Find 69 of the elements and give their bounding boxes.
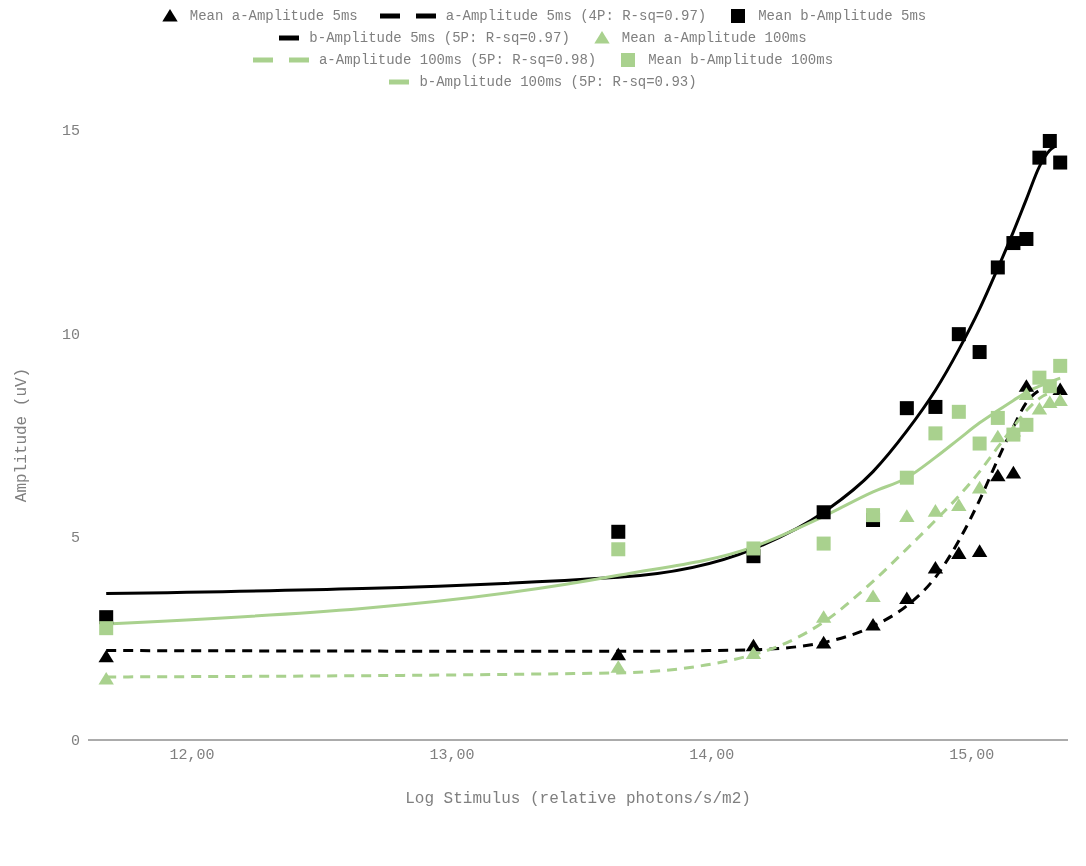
x-tick-label: 15,00 (949, 746, 995, 764)
point (1052, 393, 1068, 407)
point (816, 505, 831, 520)
point (1042, 379, 1057, 394)
legend-label: Mean b-Amplitude 100ms (648, 52, 834, 68)
y-tick-label: 15 (61, 123, 80, 141)
point (990, 468, 1006, 482)
point (899, 591, 915, 605)
point (1053, 155, 1068, 170)
point (971, 480, 988, 494)
point (1006, 236, 1021, 251)
y-tick-label: 0 (70, 733, 80, 751)
y-tick-label: 5 (70, 529, 80, 547)
point (865, 589, 881, 603)
point (1042, 133, 1057, 148)
point (610, 647, 626, 661)
point (899, 401, 914, 416)
point (815, 610, 832, 623)
legend-label: Mean b-Amplitude 5ms (758, 8, 927, 24)
point (1018, 387, 1035, 400)
x-axis-title: Log Stimulus (relative photons/s/m2) (405, 790, 751, 809)
x-tick-label: 13,00 (429, 746, 475, 764)
point (1042, 395, 1058, 409)
point (951, 327, 966, 342)
point (951, 404, 966, 419)
legend-label: a-Amplitude 5ms (4P: R-sq=0.97) (445, 8, 707, 24)
point (928, 399, 943, 414)
point (927, 560, 944, 574)
legend-label: b-Amplitude 100ms (5P: R-sq=0.93) (419, 74, 697, 90)
point (951, 498, 967, 511)
point (816, 536, 831, 551)
legend-label: a-Amplitude 100ms (5P: R-sq=0.98) (318, 52, 597, 68)
point (899, 470, 914, 485)
legend-label: Mean a-Amplitude 5ms (189, 8, 358, 24)
x-tick-label: 14,00 (689, 746, 735, 764)
point (1053, 358, 1068, 373)
point (745, 646, 762, 659)
point (866, 508, 881, 523)
point (865, 617, 881, 631)
point (1005, 465, 1022, 479)
point (990, 260, 1005, 275)
point (98, 672, 114, 685)
point (1032, 150, 1047, 165)
point (611, 524, 626, 539)
point (927, 504, 944, 517)
point (1031, 401, 1048, 415)
point (98, 649, 114, 663)
point (971, 544, 988, 557)
legend-label: Mean a-Amplitude 100ms (621, 30, 807, 46)
point (899, 509, 915, 522)
point (1032, 370, 1047, 385)
point (951, 546, 967, 559)
point (972, 436, 987, 451)
point (990, 429, 1006, 443)
x-tick-label: 12,00 (169, 746, 215, 764)
y-axis-title: Amplitude (uV) (12, 367, 31, 503)
legend-label: b-Amplitude 5ms (5P: R-sq=0.97) (309, 30, 570, 46)
point (1019, 417, 1034, 432)
point (990, 410, 1005, 425)
point (928, 426, 943, 441)
point (610, 660, 626, 673)
point (815, 635, 832, 649)
point (972, 345, 987, 360)
point (611, 542, 626, 557)
y-tick-label: 10 (61, 326, 80, 344)
point (1019, 231, 1034, 246)
point (99, 621, 114, 636)
point (746, 541, 761, 556)
point (1006, 427, 1021, 442)
